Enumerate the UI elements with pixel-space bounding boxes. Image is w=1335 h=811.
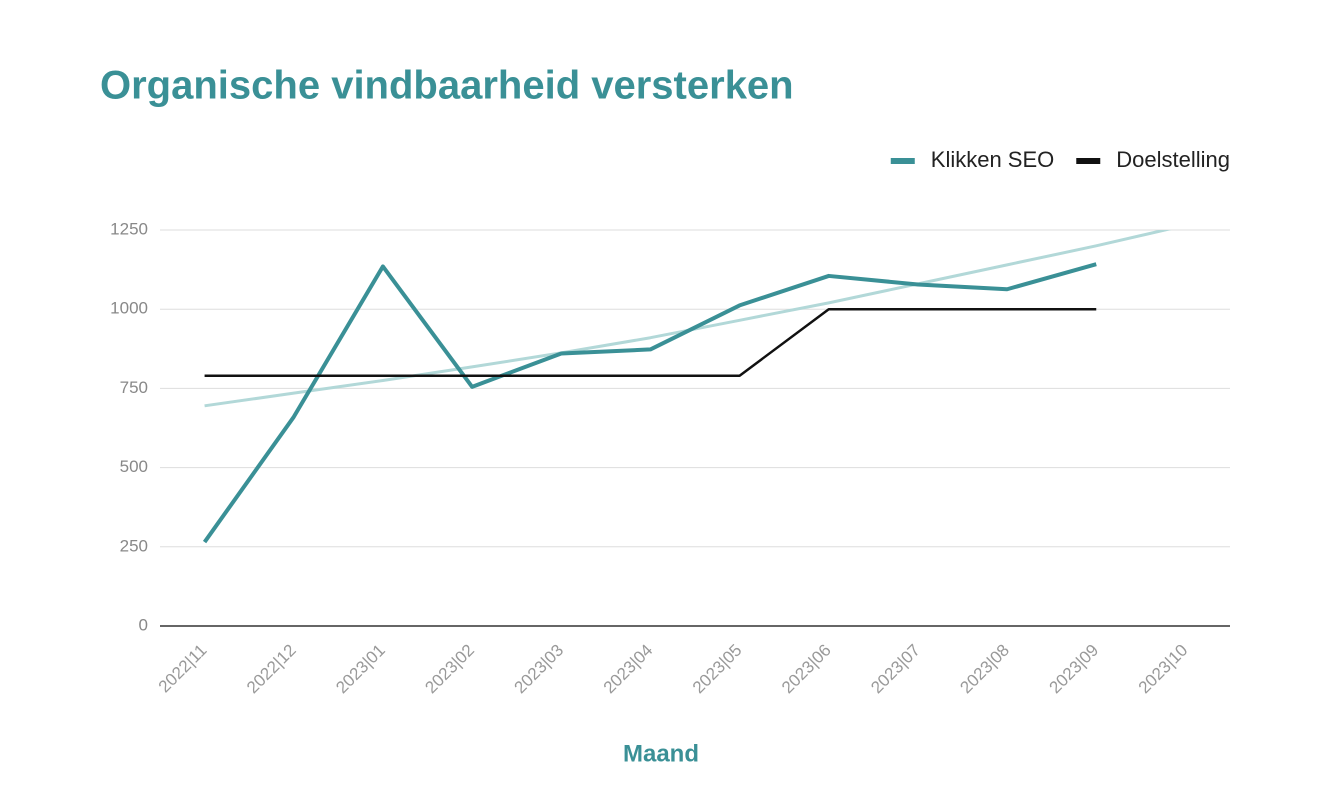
y-tick-label: 1250 [110,219,148,238]
x-axis-label: Maand [623,740,699,767]
legend-label: Doelstelling [1116,147,1230,172]
x-tick-label: 2023|04 [600,641,657,698]
y-tick-label: 750 [120,378,148,397]
x-tick-label: 2023|06 [778,641,835,698]
x-tick-label: 2023|07 [867,641,924,698]
y-tick-label: 250 [120,536,148,555]
x-tick-label: 2023|09 [1046,641,1103,698]
y-tick-label: 0 [139,615,148,634]
series-line [202,262,1097,544]
chart-title: Organische vindbaarheid versterken [100,64,794,108]
y-tick-label: 500 [120,457,148,476]
x-tick-label: 2023|08 [956,641,1013,698]
plot-area [202,230,1172,544]
x-tick-label: 2022|12 [243,641,300,698]
x-tick-label: 2023|05 [689,641,746,698]
x-tick-label: 2023|03 [511,641,568,698]
y-tick-label: 1000 [110,299,148,318]
x-tick-label: 2023|01 [332,641,389,698]
x-tick-label: 2023|02 [421,641,478,698]
x-tick-label: 2023|10 [1135,641,1192,698]
series-line [204,307,1097,377]
x-tick-label: 2022|11 [155,641,211,697]
legend-label: Klikken SEO [931,147,1055,172]
